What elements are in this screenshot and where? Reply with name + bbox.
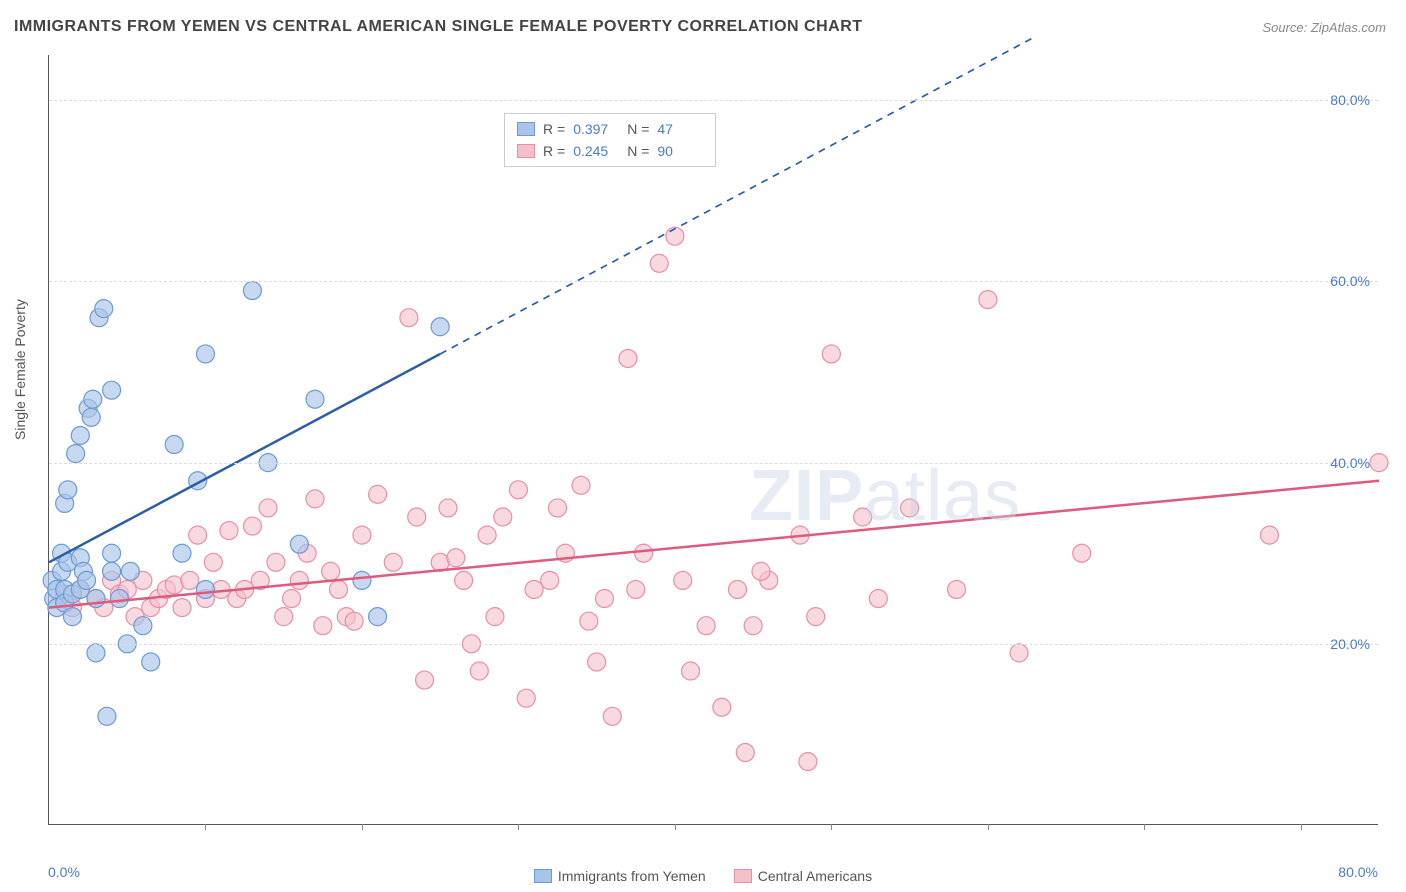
chart-plot-area: ZIPatlas R = 0.397 N = 47 R = 0.245 N = …	[48, 55, 1378, 825]
y-tick-label: 40.0%	[1330, 455, 1370, 471]
central-swatch-icon	[517, 144, 535, 158]
series-legend: Immigrants from Yemen Central Americans	[0, 868, 1406, 884]
legend-item-yemen: Immigrants from Yemen	[534, 868, 706, 884]
yemen-swatch-icon	[517, 122, 535, 136]
correlation-row-central: R = 0.245 N = 90	[517, 140, 703, 162]
y-tick-label: 60.0%	[1330, 273, 1370, 289]
correlation-legend: R = 0.397 N = 47 R = 0.245 N = 90	[504, 113, 716, 167]
source-attribution: Source: ZipAtlas.com	[1262, 20, 1386, 35]
y-axis-label: Single Female Poverty	[12, 299, 28, 440]
y-tick-label: 20.0%	[1330, 636, 1370, 652]
y-tick-label: 80.0%	[1330, 92, 1370, 108]
yemen-legend-swatch-icon	[534, 869, 552, 883]
chart-title: IMMIGRANTS FROM YEMEN VS CENTRAL AMERICA…	[14, 18, 863, 36]
legend-item-central: Central Americans	[734, 868, 872, 884]
scatter-plot-svg	[49, 55, 1378, 824]
header: IMMIGRANTS FROM YEMEN VS CENTRAL AMERICA…	[0, 0, 1406, 50]
correlation-row-yemen: R = 0.397 N = 47	[517, 118, 703, 140]
source-link[interactable]: ZipAtlas.com	[1311, 20, 1386, 35]
central-legend-swatch-icon	[734, 869, 752, 883]
